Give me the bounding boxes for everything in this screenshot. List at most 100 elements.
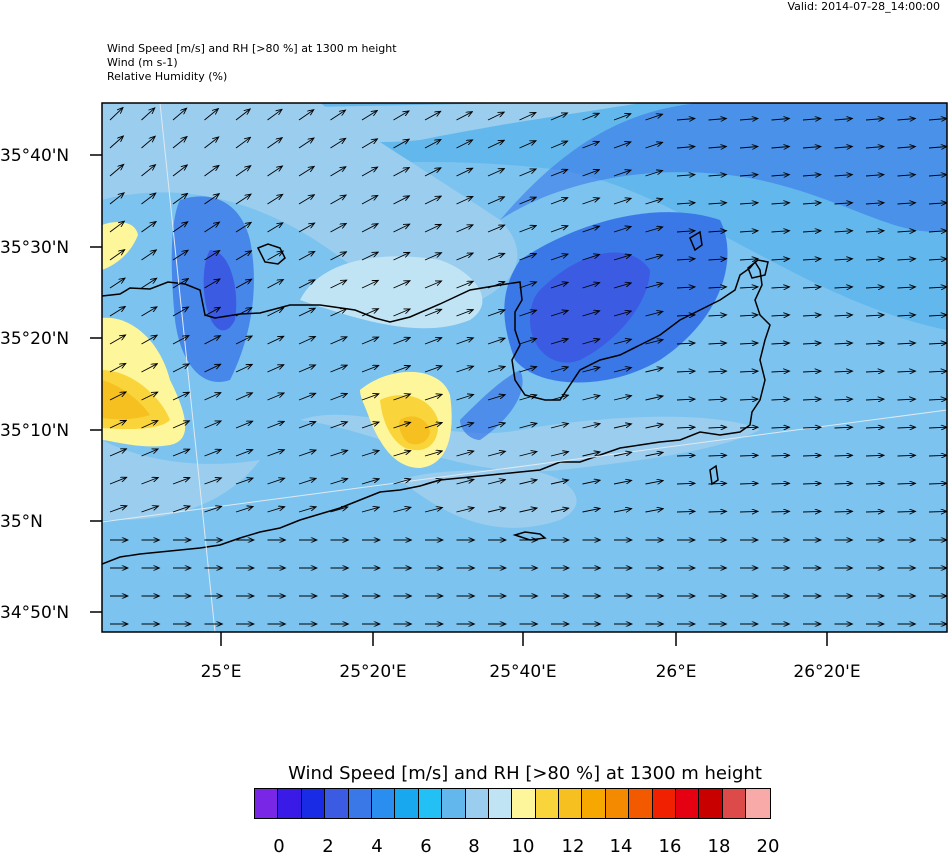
wind-arrow	[109, 506, 127, 513]
wind-arrow	[235, 421, 253, 429]
wind-arrow	[739, 175, 758, 176]
color-swatch	[255, 789, 279, 818]
wind-arrow	[204, 336, 221, 345]
wind-arrow	[897, 483, 916, 484]
wind-arrow	[393, 168, 410, 177]
wind-arrow	[235, 222, 251, 233]
wind-arrow	[235, 478, 253, 485]
wind-arrow	[204, 506, 222, 513]
wind-arrow	[267, 194, 283, 205]
wind-arrow	[235, 393, 253, 401]
wind-arrow	[361, 195, 378, 205]
wind-arrow	[172, 336, 189, 345]
wind-arrow	[928, 175, 947, 176]
color-swatch	[301, 789, 326, 818]
wind-arrow	[109, 335, 126, 345]
wind-arrow	[613, 170, 631, 177]
wind-arrow	[645, 199, 663, 205]
wind-arrow	[897, 259, 916, 260]
wind-arrow	[645, 114, 663, 121]
lat-label: 35°30'N	[0, 238, 69, 258]
wind-arrow	[897, 371, 916, 372]
wind-arrow	[487, 423, 505, 429]
wind-arrow	[393, 252, 410, 261]
wind-arrow	[424, 479, 442, 485]
wind-arrow	[645, 340, 664, 345]
wind-arrow	[330, 138, 346, 149]
wind-arrow	[708, 455, 727, 456]
wind-arrow	[645, 283, 663, 289]
valid-time: Valid: 2014-07-28_14:00:00	[787, 0, 940, 13]
wind-arrow	[204, 222, 220, 233]
wind-arrow	[141, 421, 158, 429]
wind-arrow	[708, 203, 727, 204]
wind-arrow	[424, 253, 442, 261]
wind-arrow	[739, 483, 758, 484]
wind-arrow	[172, 193, 188, 205]
wind-arrow	[550, 395, 568, 401]
color-swatch	[629, 789, 653, 818]
wind-arrow	[519, 508, 538, 513]
wind-arrow	[141, 506, 159, 513]
wind-arrow	[676, 371, 695, 372]
wind-arrow	[708, 147, 727, 149]
wind-arrow	[582, 396, 600, 401]
lat-label: 35°N	[0, 512, 43, 532]
wind-arrow	[109, 136, 123, 149]
wind-arrow	[235, 364, 252, 373]
wind-arrow	[204, 393, 221, 401]
wind-arrow	[109, 363, 126, 373]
wind-arrow	[897, 455, 916, 456]
wind-arrow	[676, 119, 695, 121]
wind-arrow	[645, 396, 664, 401]
wind-arrow	[645, 142, 663, 149]
lat-label: 35°20'N	[0, 329, 69, 349]
wind-arrow	[519, 254, 537, 261]
wind-arrow	[897, 315, 916, 316]
wind-arrow	[739, 203, 758, 204]
wind-arrow	[834, 175, 853, 176]
color-swatch	[535, 789, 560, 818]
lat-label: 34°50'N	[0, 603, 69, 623]
wind-arrow	[519, 197, 537, 205]
wind-arrow	[928, 203, 947, 204]
wind-arrow	[456, 423, 474, 429]
color-bar-label: 18	[707, 836, 731, 857]
wind-arrow	[172, 222, 188, 233]
wind-arrow	[802, 259, 821, 260]
wind-arrow	[235, 279, 252, 289]
wind-arrow	[613, 311, 631, 317]
wind-arrow	[298, 195, 314, 205]
wind-arrow	[456, 395, 474, 401]
wind-arrow	[897, 511, 916, 512]
wind-arrow	[109, 420, 126, 429]
wind-arrow	[204, 251, 220, 261]
wind-arrow	[613, 227, 631, 233]
wind-arrow	[676, 315, 695, 316]
wind-arrow	[676, 203, 695, 204]
wind-arrow	[739, 259, 758, 260]
color-bar-label: 8	[468, 836, 480, 857]
wind-arrow	[141, 392, 158, 401]
wind-arrow	[708, 287, 727, 288]
wind-arrow	[613, 198, 631, 205]
wind-arrow	[424, 394, 442, 401]
wind-arrow	[424, 168, 441, 177]
wind-arrow	[141, 136, 156, 149]
wind-arrow	[172, 449, 190, 457]
wind-arrow	[487, 197, 505, 205]
wind-arrow	[298, 138, 314, 149]
wind-arrow	[613, 452, 632, 457]
wind-arrow	[298, 280, 315, 289]
wind-arrow	[204, 364, 221, 373]
wind-arrow	[424, 423, 442, 429]
wind-arrow	[550, 141, 568, 149]
wind-arrow	[298, 478, 316, 485]
wind-arrow	[424, 196, 441, 205]
wind-arrow	[582, 142, 600, 149]
wind-arrow	[676, 399, 695, 400]
color-bar-label: 4	[371, 836, 383, 857]
wind-arrow	[771, 147, 790, 149]
wind-arrow	[235, 109, 250, 121]
wind-arrow	[676, 287, 695, 288]
